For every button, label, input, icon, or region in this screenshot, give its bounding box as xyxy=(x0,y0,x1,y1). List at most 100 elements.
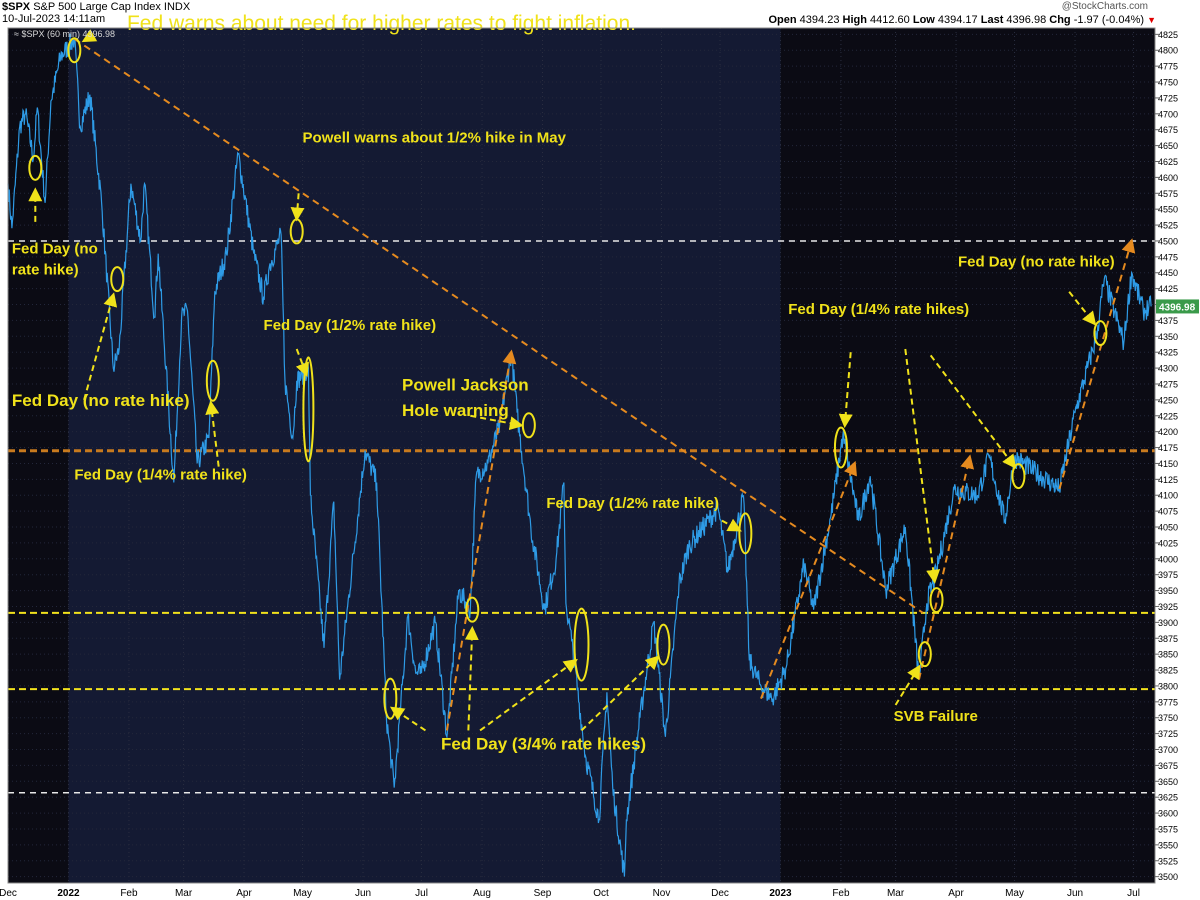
y-tick-label-3800: 3800 xyxy=(1158,681,1178,691)
y-tick-label-3825: 3825 xyxy=(1158,666,1178,676)
y-tick-label-4450: 4450 xyxy=(1158,268,1178,278)
y-tick-label-3625: 3625 xyxy=(1158,793,1178,803)
y-tick-label-4350: 4350 xyxy=(1158,332,1178,342)
index-name: S&P 500 Large Cap Index xyxy=(33,1,161,13)
plot-border xyxy=(7,27,1156,884)
event-marker-16 xyxy=(1011,463,1026,490)
y-tick-label-3675: 3675 xyxy=(1158,761,1178,771)
y-tick-label-4000: 4000 xyxy=(1158,554,1178,564)
annotation-label-9: Hole warning xyxy=(402,401,509,420)
y-tick-label-4700: 4700 xyxy=(1158,109,1178,119)
watermark: @StockCharts.com xyxy=(1061,1,1148,12)
annotation-label-13: SVB Failure xyxy=(894,708,978,725)
annotation-arrow-11 xyxy=(580,655,660,732)
y-tick-label-3525: 3525 xyxy=(1158,856,1178,866)
annotation-label-8: Powell Jackson xyxy=(402,375,529,394)
y-tick-label-4425: 4425 xyxy=(1158,284,1178,294)
x-tick-label-apr: Apr xyxy=(948,888,964,899)
annotation-label-1: Fed warns about need for higher rates to… xyxy=(127,12,636,35)
y-tick-label-3600: 3600 xyxy=(1158,809,1178,819)
x-tick-label-dec: Dec xyxy=(0,888,17,899)
annotation-arrow-13 xyxy=(838,352,853,429)
y-tick-label-4200: 4200 xyxy=(1158,427,1178,437)
x-tick-label-nov: Nov xyxy=(653,888,671,899)
event-marker-14 xyxy=(929,587,944,614)
y-tick-label-4300: 4300 xyxy=(1158,364,1178,374)
annotation-arrow-15 xyxy=(929,354,1017,469)
y-tick-label-3575: 3575 xyxy=(1158,824,1178,834)
y-tick-label-4025: 4025 xyxy=(1158,538,1178,548)
annotation-arrow-12 xyxy=(721,518,742,532)
y-tick-label-3500: 3500 xyxy=(1158,872,1178,882)
y-tick-label-4150: 4150 xyxy=(1158,459,1178,469)
annotation-arrow-4 xyxy=(205,400,220,467)
annotation-label-11: Fed Day (3/4% rate hikes) xyxy=(441,735,646,754)
last-price-tag-label: 4396.98 xyxy=(1159,302,1196,313)
quote-bar: Open 4394.23 High 4412.60 Low 4394.17 La… xyxy=(768,14,1156,26)
event-marker-11 xyxy=(656,623,671,666)
y-tick-label-3775: 3775 xyxy=(1158,697,1178,707)
symbol: $SPX xyxy=(2,1,31,13)
event-marker-7 xyxy=(383,677,398,720)
annotation-arrow-8 xyxy=(389,706,427,732)
annotation-arrow-17 xyxy=(1068,291,1097,326)
y-tick-label-3900: 3900 xyxy=(1158,618,1178,628)
x-tick-label-2023: 2023 xyxy=(769,888,792,899)
y-tick-label-4500: 4500 xyxy=(1158,236,1178,246)
date-time: 10-Jul-2023 14:11am xyxy=(2,13,106,25)
y-tick-label-4525: 4525 xyxy=(1158,221,1178,231)
exchange: INDX xyxy=(163,1,191,13)
annotation-arrow-16 xyxy=(894,664,921,706)
x-tick-label-oct: Oct xyxy=(593,888,609,899)
x-tick-label-may: May xyxy=(1005,888,1024,899)
x-tick-label-apr: Apr xyxy=(236,888,252,899)
y-tick-label-4250: 4250 xyxy=(1158,395,1178,405)
x-tick-label-aug: Aug xyxy=(473,888,491,899)
trend-line-3 xyxy=(760,460,857,700)
event-marker-3 xyxy=(110,266,125,293)
y-tick-label-4075: 4075 xyxy=(1158,507,1178,517)
y-tick-label-3725: 3725 xyxy=(1158,729,1178,739)
annotation-label-2: Powell warns about 1/2% hike in May xyxy=(303,129,567,146)
last-price-tag xyxy=(1156,299,1199,314)
y-tick-label-3950: 3950 xyxy=(1158,586,1178,596)
y-tick-label-4825: 4825 xyxy=(1158,30,1178,40)
y-tick-label-3875: 3875 xyxy=(1158,634,1178,644)
open-value: 4394.23 xyxy=(799,14,840,26)
x-tick-label-mar: Mar xyxy=(887,888,905,899)
y-tick-label-4225: 4225 xyxy=(1158,411,1178,421)
annotation-arrow-5 xyxy=(290,193,305,222)
annotation-arrow-14 xyxy=(904,348,941,584)
annotation-arrow-7 xyxy=(470,414,524,431)
annotation-arrow-9 xyxy=(464,625,479,731)
series-legend: ≈ $SPX (60 min) 4396.98 xyxy=(14,29,115,39)
x-tick-label-sep: Sep xyxy=(534,888,552,899)
x-tick-label-dec: Dec xyxy=(711,888,729,899)
event-marker-17 xyxy=(1093,320,1108,347)
x-tick-label-jul: Jul xyxy=(1127,888,1140,899)
down-triangle-icon: ▼ xyxy=(1147,15,1156,25)
event-marker-1 xyxy=(28,154,43,181)
y-tick-label-4475: 4475 xyxy=(1158,252,1178,262)
event-marker-10 xyxy=(573,607,590,682)
annotation-label-10: Fed Day (1/2% rate hike) xyxy=(546,495,719,512)
x-tick-label-mar: Mar xyxy=(175,888,193,899)
annotation-arrow-3 xyxy=(83,292,118,401)
annotation-arrow-2 xyxy=(81,29,98,43)
y-tick-label-3750: 3750 xyxy=(1158,713,1178,723)
y-tick-label-4675: 4675 xyxy=(1158,125,1178,135)
y-tick-label-4600: 4600 xyxy=(1158,173,1178,183)
y-tick-label-3850: 3850 xyxy=(1158,650,1178,660)
x-tick-label-jul: Jul xyxy=(415,888,428,899)
low-value: 4394.17 xyxy=(937,14,978,26)
y-tick-label-4125: 4125 xyxy=(1158,475,1178,485)
last-value: 4396.98 xyxy=(1006,14,1047,26)
y-tick-label-4800: 4800 xyxy=(1158,46,1178,56)
y-tick-label-4725: 4725 xyxy=(1158,93,1178,103)
y-tick-label-3650: 3650 xyxy=(1158,777,1178,787)
y-tick-label-3925: 3925 xyxy=(1158,602,1178,612)
y-tick-label-4375: 4375 xyxy=(1158,316,1178,326)
event-marker-9 xyxy=(521,412,536,439)
x-tick-label-jun: Jun xyxy=(355,888,371,899)
